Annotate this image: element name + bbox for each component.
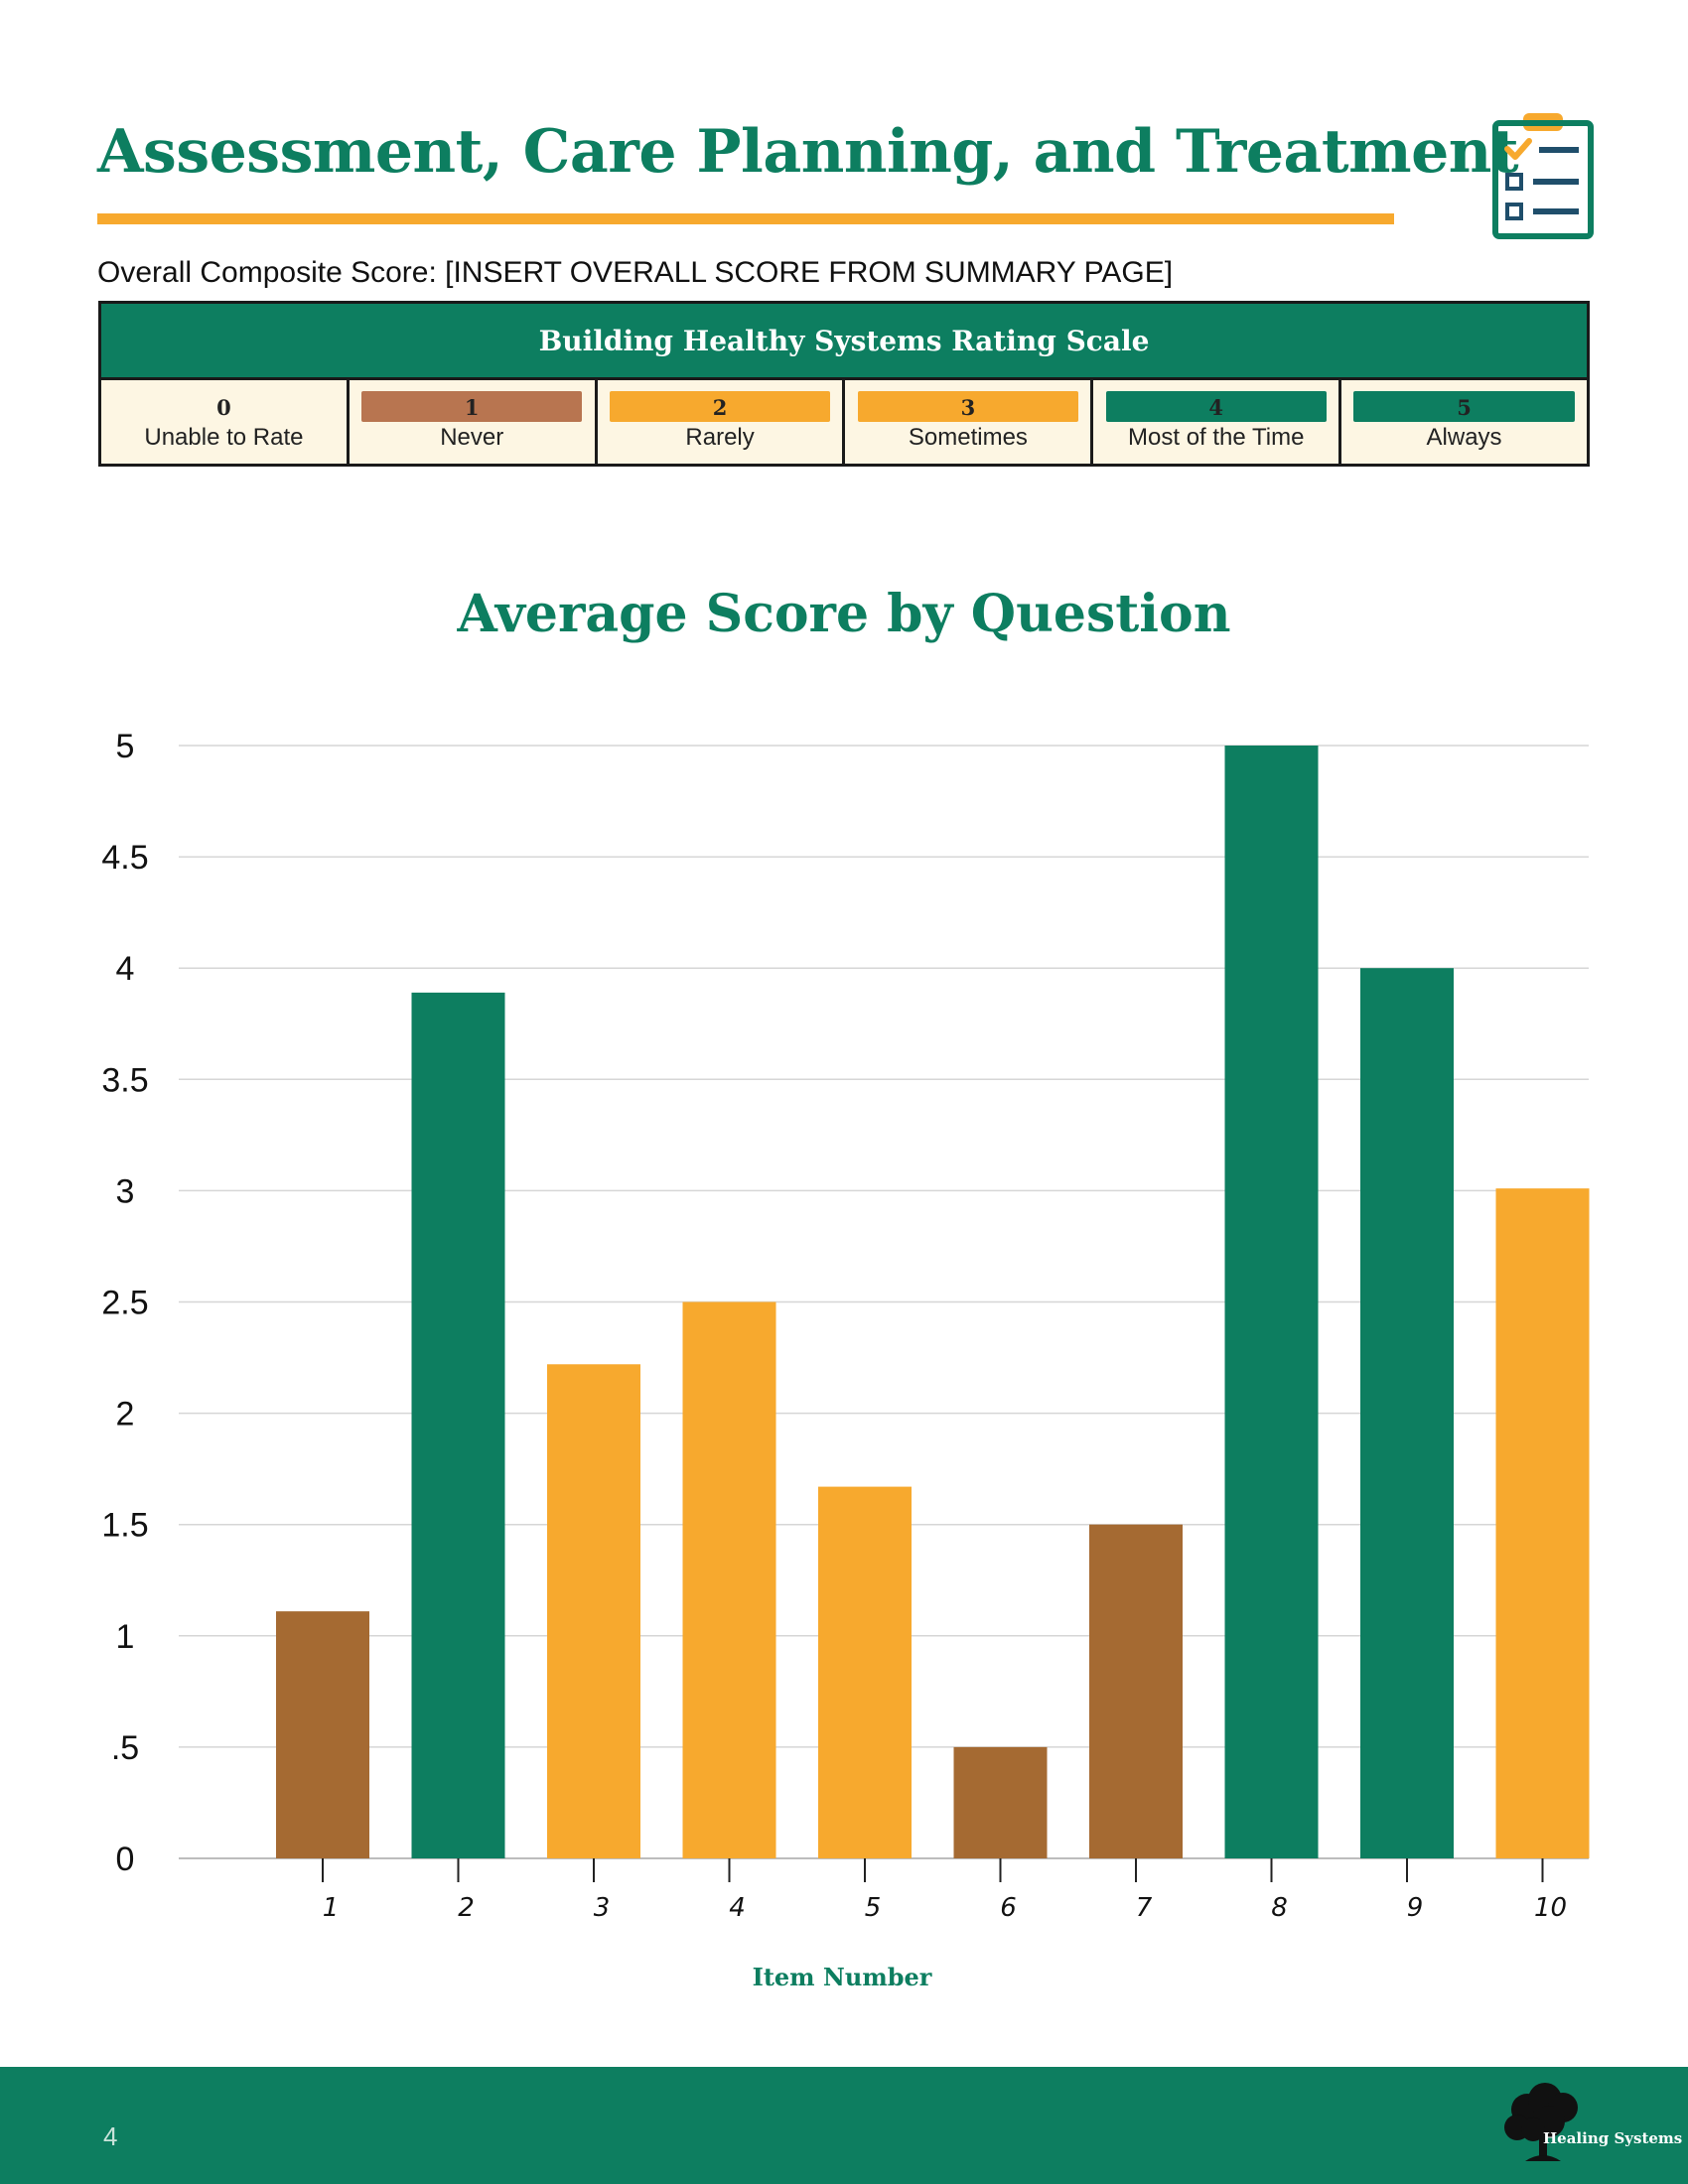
bar: [1495, 1188, 1590, 1858]
x-tick-label: 9: [1407, 1893, 1424, 1923]
bar: [1224, 746, 1319, 1858]
y-tick-label: 1: [116, 1618, 135, 1656]
scale-label: Most of the Time: [1128, 424, 1305, 451]
page-number: 4: [103, 2121, 118, 2151]
bar: [411, 992, 505, 1858]
scale-value: 2: [610, 391, 831, 422]
title-underline: [97, 213, 1394, 224]
scale-label: Unable to Rate: [144, 424, 304, 451]
scale-value: 4: [1105, 391, 1327, 422]
rating-scale-title: Building Healthy Systems Rating Scale: [101, 304, 1587, 380]
scale-label: Rarely: [685, 424, 755, 451]
scale-value: 3: [857, 391, 1078, 422]
bar: [818, 1486, 912, 1858]
y-tick-label: 2: [116, 1396, 135, 1433]
scale-value: 1: [361, 391, 583, 422]
rating-scale-row: 0 Unable to Rate 1 Never 2 Rarely 3 Some…: [101, 380, 1587, 464]
y-tick-label: 3: [116, 1172, 135, 1210]
bar: [1089, 1524, 1183, 1858]
bar: [953, 1746, 1048, 1858]
y-tick-label: 0: [116, 1841, 135, 1878]
x-tick-label: 4: [729, 1893, 746, 1923]
y-tick-label: 3.5: [101, 1061, 148, 1099]
y-tick-label: 5: [116, 728, 135, 765]
scale-level-4: 4 Most of the Time: [1093, 380, 1342, 464]
scale-value: 5: [1353, 391, 1575, 422]
x-tick-label: 2: [458, 1893, 475, 1923]
x-tick-label: 3: [594, 1893, 611, 1923]
x-tick-label: 6: [1000, 1893, 1017, 1923]
scale-label: Sometimes: [908, 424, 1028, 451]
x-axis-label: Item Number: [753, 1963, 932, 1991]
rating-scale-table: Building Healthy Systems Rating Scale 0 …: [98, 301, 1590, 467]
scale-level-5: 5 Always: [1341, 380, 1587, 464]
bar-chart: 0 .5 1 1.5 2 2.5 3 3.5 4 4.5 5 1 2 3 4 5 6 7 8 9 10 Item Numb…: [101, 728, 1590, 1991]
scale-value: 0: [113, 391, 335, 422]
scale-level-2: 2 Rarely: [598, 380, 846, 464]
y-tick-label: 4.5: [101, 839, 148, 877]
y-tick-label: .5: [111, 1729, 139, 1767]
composite-score-text: Overall Composite Score: [INSERT OVERALL…: [97, 256, 1174, 289]
bar: [1360, 968, 1454, 1858]
bar: [276, 1611, 369, 1858]
y-tick-label: 4: [116, 950, 135, 988]
footer-bar: [0, 2067, 1688, 2184]
logo-text: Healing Systems: [1543, 2129, 1683, 2147]
bar: [547, 1364, 640, 1858]
clipboard-checklist-icon: [1492, 113, 1594, 239]
scale-label: Never: [440, 424, 504, 451]
y-tick-label: 2.5: [101, 1285, 148, 1322]
y-tick-label: 1.5: [101, 1507, 148, 1545]
x-tick-label: 10: [1534, 1893, 1567, 1923]
tree-logo-icon: [1504, 2083, 1578, 2161]
page-title: Assessment, Care Planning, and Treatment: [97, 117, 1519, 187]
scale-level-3: 3 Sometimes: [845, 380, 1094, 464]
bar: [682, 1301, 776, 1858]
scale-level-0: 0 Unable to Rate: [101, 380, 350, 464]
x-tick-label: 7: [1136, 1893, 1153, 1923]
chart-title: Average Score by Question: [457, 584, 1231, 644]
x-tick-label: 8: [1271, 1893, 1288, 1923]
x-tick-label: 5: [865, 1893, 882, 1923]
scale-level-1: 1 Never: [350, 380, 598, 464]
scale-label: Always: [1426, 424, 1502, 451]
x-tick-label: 1: [323, 1893, 340, 1923]
